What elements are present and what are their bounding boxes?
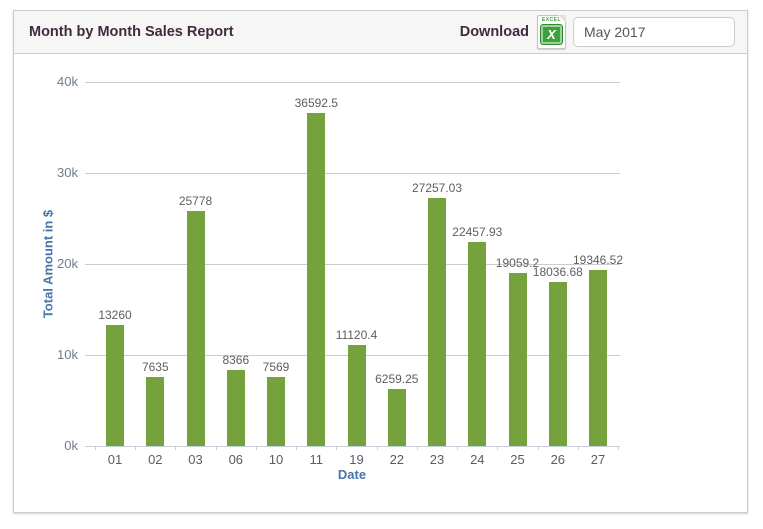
x-axis-tick — [135, 446, 137, 450]
x-axis-tick — [255, 446, 257, 450]
x-tick-label: 25 — [510, 452, 525, 467]
month-picker-input[interactable] — [573, 17, 735, 47]
bar[interactable] — [146, 376, 165, 446]
x-axis-tick — [497, 446, 499, 450]
x-axis-tick — [296, 446, 298, 450]
x-tick-label: 02 — [148, 452, 163, 467]
bar-value-label: 11120.4 — [335, 327, 378, 342]
x-axis-tick — [94, 446, 96, 450]
bar-value-label: 7635 — [141, 359, 169, 374]
y-tick-label: 20k — [57, 256, 78, 271]
bar-value-label: 19346.52 — [572, 252, 624, 267]
x-tick-label: 03 — [188, 452, 203, 467]
bar-value-label: 6259.25 — [375, 372, 419, 386]
x-tick-label: 23 — [429, 452, 445, 467]
bar-value-label: 25778 — [178, 194, 213, 209]
x-tick-label: 10 — [268, 452, 284, 467]
excel-icon-text: EXCEL — [541, 17, 562, 23]
bar-chart: Total Amount in $ Date 0k 10k 20k 30k 40k 132… — [14, 54, 747, 512]
bar-value-label: 8366 — [222, 352, 250, 367]
x-axis-line — [85, 446, 620, 447]
y-tick-label: 40k — [57, 74, 78, 89]
sales-report-panel: Month by Month Sales Report Download EXC… — [13, 10, 748, 513]
bar-value-label: 13260 — [98, 308, 132, 323]
gridline — [85, 264, 620, 265]
x-axis-tick — [416, 446, 418, 450]
x-axis-title: Date — [337, 467, 367, 482]
bar-value-label: 36592.5 — [294, 96, 338, 110]
x-tick-label: 11 — [309, 452, 324, 467]
x-axis-tick — [175, 446, 177, 450]
bar[interactable] — [508, 272, 527, 446]
x-tick-label: 24 — [470, 452, 485, 467]
bar[interactable] — [468, 241, 487, 446]
x-tick-label: 26 — [550, 452, 566, 467]
download-label: Download — [459, 24, 529, 40]
panel-header: Month by Month Sales Report Download EXC… — [14, 11, 747, 54]
y-tick-label: 10k — [57, 347, 78, 362]
x-axis-tick — [215, 446, 217, 450]
bar[interactable] — [307, 113, 326, 446]
bar-value-label: 22457.93 — [452, 224, 503, 239]
bar[interactable] — [267, 377, 285, 446]
y-tick-label: 0k — [64, 438, 78, 453]
bar[interactable] — [226, 369, 245, 446]
x-tick-label: 06 — [228, 452, 244, 467]
page-fold-icon — [558, 15, 566, 23]
x-axis-tick — [376, 446, 378, 450]
bar[interactable] — [186, 211, 205, 446]
x-tick-label: 27 — [590, 452, 606, 467]
x-axis-tick — [577, 446, 579, 450]
bar-value-label: 27257.03 — [411, 181, 463, 195]
page-title: Month by Month Sales Report — [29, 24, 234, 40]
bar[interactable] — [548, 281, 567, 446]
x-axis-tick — [457, 446, 459, 450]
bar[interactable] — [347, 344, 366, 446]
gridline — [85, 82, 620, 83]
bar[interactable] — [428, 198, 446, 446]
bar-value-label: 19059.2 — [495, 255, 540, 270]
x-tick-label: 01 — [107, 452, 123, 467]
x-tick-label: 19 — [349, 452, 364, 467]
x-axis-tick — [537, 446, 539, 450]
bar[interactable] — [106, 325, 124, 446]
bar-value-label: 7569 — [262, 360, 290, 375]
bar[interactable] — [589, 269, 607, 446]
excel-x-glyph: X — [541, 25, 562, 44]
gridline — [85, 173, 620, 174]
y-tick-label: 30k — [57, 165, 78, 180]
x-axis-tick — [618, 446, 620, 450]
x-axis-tick — [336, 446, 338, 450]
bar[interactable] — [387, 389, 406, 446]
excel-download-icon[interactable]: EXCEL X — [537, 15, 566, 49]
bar-value-label: 18036.68 — [532, 264, 583, 279]
x-tick-label: 22 — [389, 452, 405, 467]
